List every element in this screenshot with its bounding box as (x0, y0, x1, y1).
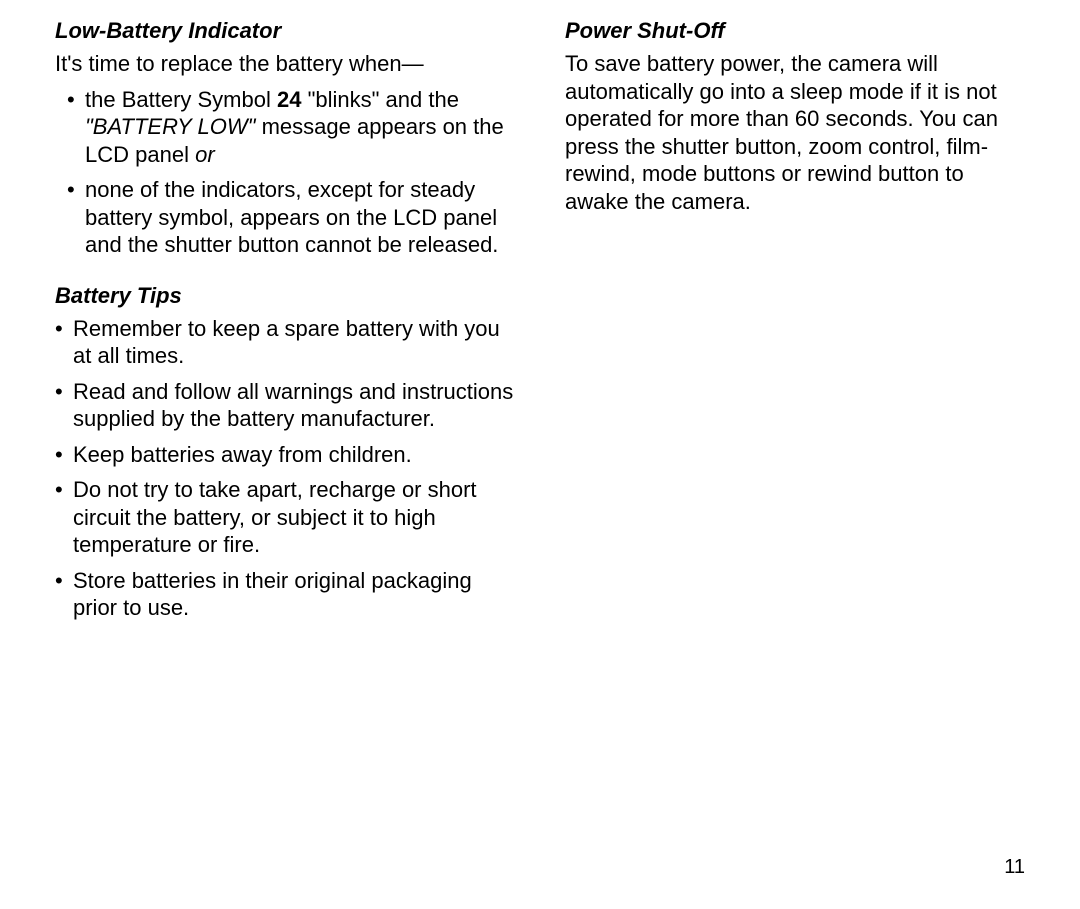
section-low-battery: Low-Battery Indicator It's time to repla… (55, 18, 515, 259)
text-part-italic: "BATTERY LOW" (85, 114, 255, 139)
list-item: Store batteries in their original packag… (55, 567, 515, 622)
bullet-list-battery-tips: Remember to keep a spare battery with yo… (55, 315, 515, 622)
list-item: Keep batteries away from children. (55, 441, 515, 469)
page-columns: Low-Battery Indicator It's time to repla… (55, 18, 1025, 630)
right-column: Power Shut-Off To save battery power, th… (565, 18, 1025, 630)
text-part-italic: or (195, 142, 215, 167)
left-column: Low-Battery Indicator It's time to repla… (55, 18, 515, 630)
list-item: Read and follow all warnings and instruc… (55, 378, 515, 433)
intro-low-battery: It's time to replace the battery when— (55, 50, 515, 78)
section-battery-tips: Battery Tips Remember to keep a spare ba… (55, 283, 515, 622)
bullet-list-low-battery: the Battery Symbol 24 "blinks" and the "… (55, 86, 515, 259)
list-item: Do not try to take apart, recharge or sh… (55, 476, 515, 559)
section-power-shutoff: Power Shut-Off To save battery power, th… (565, 18, 1025, 215)
text-part: the Battery Symbol (85, 87, 277, 112)
text-part: none of the indicators, except for stead… (85, 177, 498, 257)
page-number: 11 (1004, 856, 1025, 879)
heading-power-shutoff: Power Shut-Off (565, 18, 1025, 44)
list-item: none of the indicators, except for stead… (55, 176, 515, 259)
text-part: "blinks" and the (301, 87, 459, 112)
heading-battery-tips: Battery Tips (55, 283, 515, 309)
list-item: the Battery Symbol 24 "blinks" and the "… (55, 86, 515, 169)
heading-low-battery: Low-Battery Indicator (55, 18, 515, 44)
body-power-shutoff: To save battery power, the camera will a… (565, 50, 1025, 215)
list-item: Remember to keep a spare battery with yo… (55, 315, 515, 370)
text-part-bold: 24 (277, 87, 301, 112)
